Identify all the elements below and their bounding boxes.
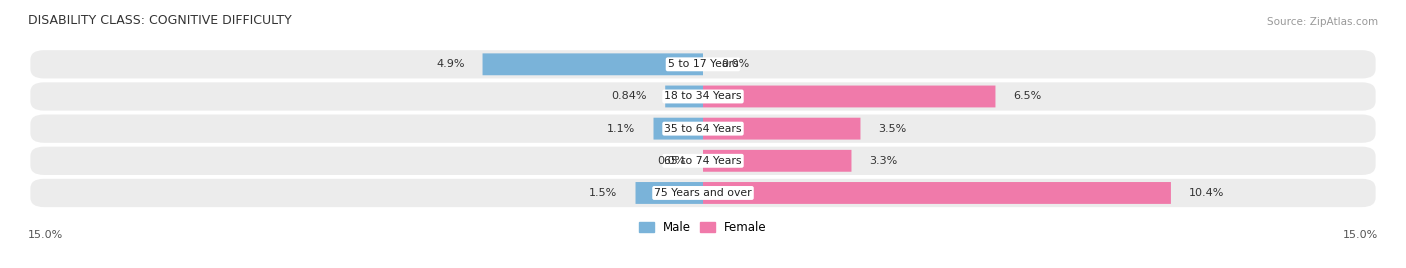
- Legend: Male, Female: Male, Female: [634, 216, 772, 239]
- Text: 15.0%: 15.0%: [28, 230, 63, 240]
- Text: 3.3%: 3.3%: [869, 156, 897, 166]
- Text: 0.84%: 0.84%: [612, 91, 647, 102]
- Text: 1.1%: 1.1%: [607, 124, 636, 134]
- Text: 4.9%: 4.9%: [436, 59, 464, 69]
- Text: 1.5%: 1.5%: [589, 188, 617, 198]
- FancyBboxPatch shape: [703, 118, 860, 140]
- Text: 18 to 34 Years: 18 to 34 Years: [664, 91, 742, 102]
- Text: 0.0%: 0.0%: [721, 59, 749, 69]
- Text: 10.4%: 10.4%: [1189, 188, 1225, 198]
- Text: 15.0%: 15.0%: [1343, 230, 1378, 240]
- FancyBboxPatch shape: [31, 82, 1375, 111]
- FancyBboxPatch shape: [482, 53, 703, 75]
- FancyBboxPatch shape: [636, 182, 703, 204]
- FancyBboxPatch shape: [654, 118, 703, 140]
- FancyBboxPatch shape: [703, 85, 995, 107]
- FancyBboxPatch shape: [31, 50, 1375, 79]
- FancyBboxPatch shape: [703, 182, 1171, 204]
- Text: DISABILITY CLASS: COGNITIVE DIFFICULTY: DISABILITY CLASS: COGNITIVE DIFFICULTY: [28, 14, 292, 27]
- Text: 35 to 64 Years: 35 to 64 Years: [664, 124, 742, 134]
- Text: 3.5%: 3.5%: [879, 124, 907, 134]
- FancyBboxPatch shape: [703, 150, 852, 172]
- FancyBboxPatch shape: [31, 147, 1375, 175]
- Text: 5 to 17 Years: 5 to 17 Years: [668, 59, 738, 69]
- Text: 65 to 74 Years: 65 to 74 Years: [664, 156, 742, 166]
- Text: 0.0%: 0.0%: [657, 156, 685, 166]
- Text: Source: ZipAtlas.com: Source: ZipAtlas.com: [1267, 17, 1378, 27]
- FancyBboxPatch shape: [31, 179, 1375, 207]
- FancyBboxPatch shape: [31, 114, 1375, 143]
- Text: 6.5%: 6.5%: [1014, 91, 1042, 102]
- FancyBboxPatch shape: [665, 85, 703, 107]
- Text: 75 Years and over: 75 Years and over: [654, 188, 752, 198]
